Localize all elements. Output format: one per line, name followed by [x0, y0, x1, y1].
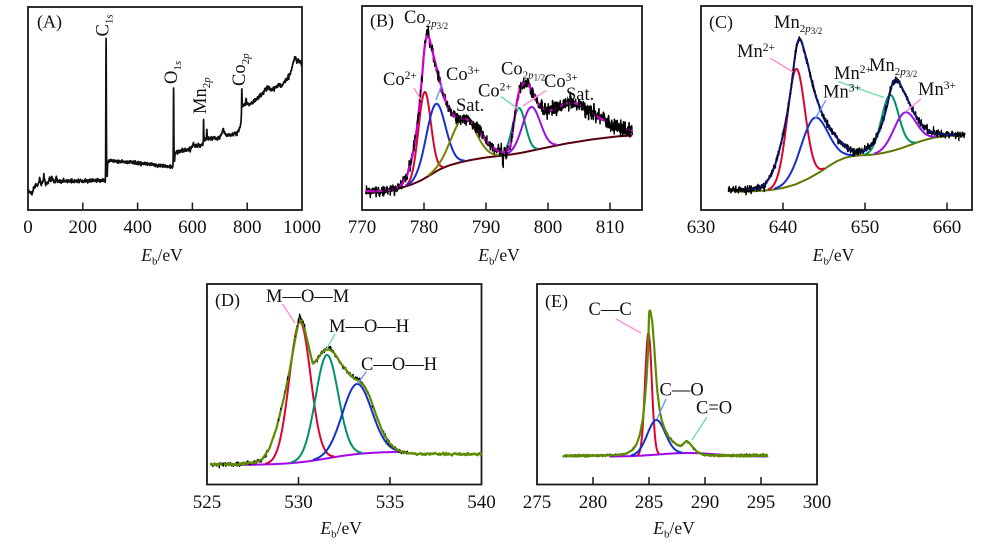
svg-text:200: 200: [69, 217, 98, 238]
svg-text:790: 790: [472, 217, 501, 238]
svg-text:C—O—H: C—O—H: [361, 355, 437, 375]
svg-text:800: 800: [534, 217, 563, 238]
svg-text:295: 295: [747, 492, 776, 513]
svg-text:780: 780: [410, 217, 439, 238]
svg-text:400: 400: [123, 217, 152, 238]
svg-text:540: 540: [467, 492, 496, 513]
svg-text:Eb/eV: Eb/eV: [319, 518, 362, 541]
svg-text:(D): (D): [215, 290, 240, 311]
svg-text:285: 285: [635, 492, 664, 513]
svg-text:M—O—M: M—O—M: [266, 287, 349, 307]
svg-text:275: 275: [523, 492, 552, 513]
svg-text:M—O—H: M—O—H: [329, 317, 409, 337]
svg-text:660: 660: [933, 217, 962, 238]
svg-text:C—O: C—O: [660, 381, 704, 401]
svg-text:800: 800: [233, 217, 262, 238]
svg-text:280: 280: [579, 492, 608, 513]
svg-text:(B): (B): [370, 11, 394, 32]
svg-text:Eb/eV: Eb/eV: [652, 518, 695, 541]
svg-text:1000: 1000: [283, 217, 321, 238]
svg-text:290: 290: [691, 492, 720, 513]
svg-text:525: 525: [193, 492, 222, 513]
svg-text:640: 640: [769, 217, 798, 238]
svg-text:C—C: C—C: [589, 300, 632, 320]
svg-text:770: 770: [348, 217, 377, 238]
svg-text:Sat.: Sat.: [566, 85, 594, 105]
svg-text:(C): (C): [709, 12, 733, 33]
svg-text:(A): (A): [37, 12, 62, 33]
svg-text:600: 600: [178, 217, 207, 238]
svg-text:300: 300: [803, 492, 832, 513]
svg-text:535: 535: [376, 492, 405, 513]
svg-text:Eb/eV: Eb/eV: [812, 245, 855, 268]
svg-text:650: 650: [851, 217, 880, 238]
svg-text:630: 630: [687, 217, 716, 238]
svg-text:C=O: C=O: [696, 399, 732, 419]
svg-text:0: 0: [23, 217, 33, 238]
svg-text:530: 530: [284, 492, 313, 513]
svg-text:Eb/eV: Eb/eV: [477, 245, 520, 268]
svg-text:(E): (E): [545, 291, 568, 312]
svg-text:Eb/eV: Eb/eV: [140, 245, 183, 268]
svg-text:810: 810: [596, 217, 625, 238]
svg-text:Sat.: Sat.: [456, 96, 484, 116]
